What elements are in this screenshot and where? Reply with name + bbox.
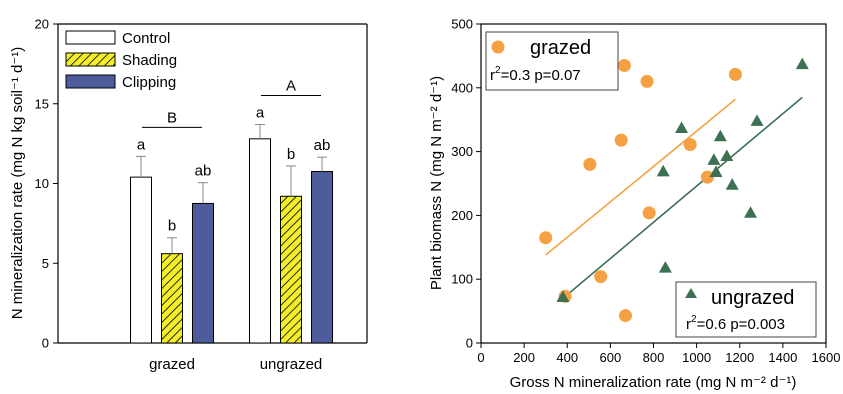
point-grazed (583, 158, 596, 171)
bar-y-tick-label: 10 (35, 176, 49, 191)
scatter-x-tick-label: 200 (513, 350, 535, 365)
ungrazed-legend-box: ungrazed r2=0.6 p=0.003 (676, 282, 816, 337)
bar-legend: Control Shading Clipping (66, 30, 177, 91)
scatter-y-tick-label: 200 (451, 208, 473, 223)
significance-letter: a (256, 104, 265, 121)
grazed-stats: r2=0.3 p=0.07 (490, 65, 581, 84)
bar-clipping-grazed (193, 203, 214, 343)
significance-letter: b (168, 218, 176, 235)
scatter-x-tick-label: 0 (477, 350, 484, 365)
group-significance-letter: A (286, 77, 296, 94)
legend-label-shading: Shading (122, 52, 177, 69)
point-grazed (684, 138, 697, 151)
bar-y-axis-title: N mineralization rate (mg N kg soil⁻¹ d⁻… (9, 47, 26, 320)
scatter-x-tick-label: 800 (643, 350, 665, 365)
point-grazed (729, 68, 742, 81)
scatter-chart-panel: 0 200 400 600 800 1000 1200 1400 1600 0 100 200 300… (428, 17, 840, 392)
scatter-y-tick-label: 400 (451, 80, 473, 95)
grazed-legend-marker (492, 41, 505, 54)
scatter-x-tick-label: 400 (556, 350, 578, 365)
bar-clipping-ungrazed (312, 172, 333, 343)
legend-label-clipping: Clipping (122, 74, 176, 91)
scatter-x-axis-title: Gross N mineralization rate (mg N m⁻² d⁻… (510, 374, 797, 391)
scatter-x-tick-label: 1400 (768, 350, 797, 365)
point-ungrazed (796, 58, 809, 70)
point-grazed (619, 309, 632, 322)
point-ungrazed (707, 153, 720, 165)
grazed-legend-box: grazed r2=0.3 p=0.07 (486, 32, 618, 90)
point-ungrazed (714, 130, 727, 142)
point-grazed (618, 59, 631, 72)
point-ungrazed (657, 165, 670, 177)
bar-y-tick-label: 15 (35, 96, 49, 111)
bar-y-tick-label: 0 (42, 336, 49, 351)
point-ungrazed (720, 149, 733, 161)
ungrazed-stats: r2=0.6 p=0.003 (686, 314, 785, 333)
grazed-legend-label: grazed (530, 37, 591, 59)
group-significance-letter: B (167, 109, 177, 126)
significance-letter: a (137, 136, 146, 153)
legend-swatch-clipping (66, 75, 115, 88)
point-ungrazed (659, 261, 672, 273)
bar-y-tick-label: 20 (35, 17, 49, 32)
scatter-x-tick-label: 1200 (725, 350, 754, 365)
scatter-y-tick-label: 500 (451, 17, 473, 32)
scatter-y-tick-label: 100 (451, 272, 473, 287)
bar-shading-grazed (162, 254, 183, 343)
significance-letter: ab (314, 137, 331, 154)
category-label-grazed: grazed (149, 356, 195, 373)
point-ungrazed (744, 206, 757, 218)
bar-y-tick-label: 5 (42, 256, 49, 271)
bar-control-ungrazed (250, 139, 271, 343)
scatter-y-tick-label: 0 (466, 336, 473, 351)
point-grazed (539, 231, 552, 244)
significance-letter: b (287, 146, 295, 163)
scatter-y-axis-title: Plant biomass N (mg N m⁻² d⁻¹) (428, 76, 445, 290)
point-grazed (643, 206, 656, 219)
point-ungrazed (726, 178, 739, 190)
bar-control-grazed (131, 177, 152, 343)
point-grazed (615, 134, 628, 147)
legend-label-control: Control (122, 30, 170, 47)
legend-swatch-shading (66, 53, 115, 66)
scatter-y-tick-label: 300 (451, 144, 473, 159)
category-label-ungrazed: ungrazed (260, 356, 323, 373)
point-ungrazed (751, 114, 764, 126)
point-grazed (594, 270, 607, 283)
scatter-x-tick-label: 600 (600, 350, 622, 365)
significance-letter: ab (195, 163, 212, 180)
point-ungrazed (675, 121, 688, 133)
scatter-x-tick-label: 1000 (682, 350, 711, 365)
point-grazed (701, 171, 714, 184)
bar-shading-ungrazed (281, 196, 302, 343)
scatter-x-tick-label: 1600 (812, 350, 841, 365)
legend-swatch-control (66, 31, 115, 44)
point-grazed (641, 75, 654, 88)
point-ungrazed (710, 165, 723, 177)
ungrazed-legend-label: ungrazed (711, 287, 794, 309)
